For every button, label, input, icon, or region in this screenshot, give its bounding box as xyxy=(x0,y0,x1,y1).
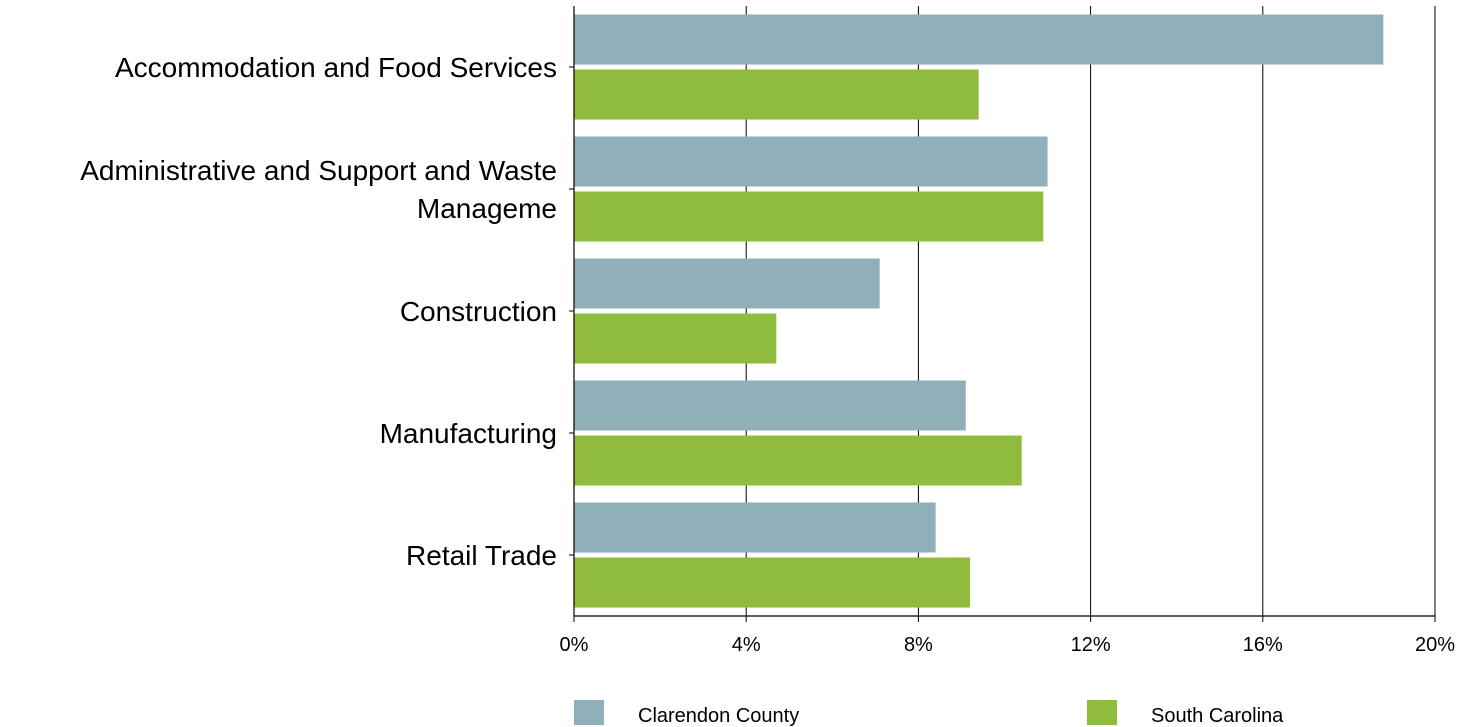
bars xyxy=(574,14,1384,608)
category-label: Administrative and Support and Waste xyxy=(80,155,557,186)
category-label: Retail Trade xyxy=(406,540,557,571)
x-tick-label: 20% xyxy=(1415,634,1455,656)
axes xyxy=(569,6,1436,622)
bar xyxy=(574,191,1044,242)
x-tick-label: 8% xyxy=(904,634,933,656)
x-tick-label: 12% xyxy=(1071,634,1111,656)
category-labels: Accommodation and Food Services Administr… xyxy=(80,52,557,571)
category-label: Manageme xyxy=(417,193,557,224)
legend-swatch xyxy=(1087,700,1117,725)
category-label: Manufacturing xyxy=(380,418,557,449)
bar xyxy=(574,502,936,553)
x-tick-label: 16% xyxy=(1243,634,1283,656)
bar xyxy=(574,14,1384,65)
bar xyxy=(574,313,777,364)
x-tick-label: 4% xyxy=(732,634,761,656)
category-label: Accommodation and Food Services xyxy=(115,52,557,83)
bar xyxy=(574,258,880,309)
x-tick-labels: 0% 4% 8% 12% 16% 20% xyxy=(560,634,1456,656)
bar xyxy=(574,380,966,431)
bar xyxy=(574,557,971,608)
x-tick-label: 0% xyxy=(560,634,589,656)
legend: Clarendon County South Carolina xyxy=(574,700,1284,727)
category-label: Construction xyxy=(400,296,557,327)
legend-label: South Carolina xyxy=(1151,705,1284,727)
bar xyxy=(574,69,979,120)
legend-swatch xyxy=(574,700,604,725)
bar xyxy=(574,136,1048,187)
legend-label: Clarendon County xyxy=(638,705,799,727)
bar xyxy=(574,435,1022,486)
